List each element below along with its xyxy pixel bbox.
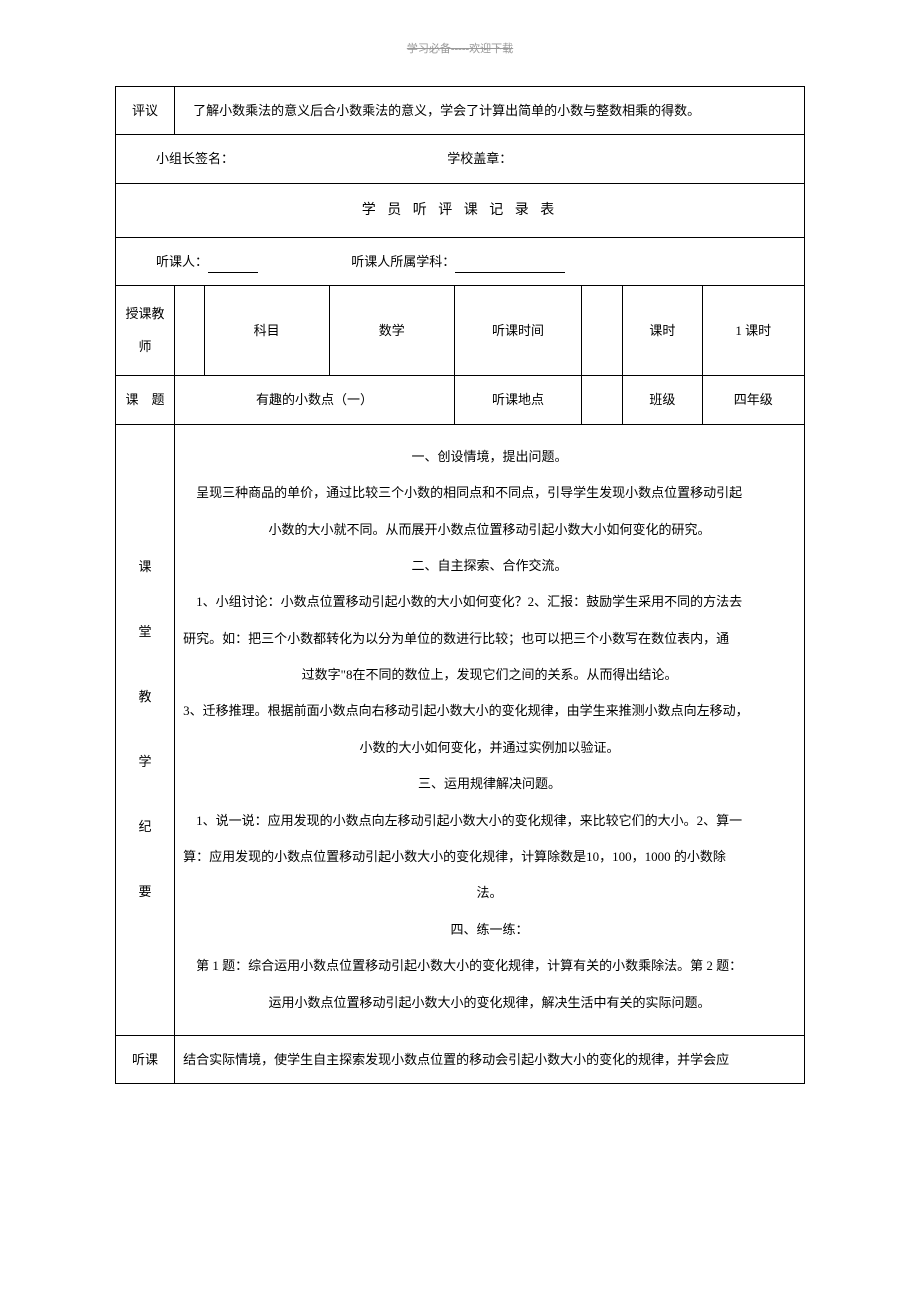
teaching-content: 一、创设情境，提出问题。 呈现三种商品的单价，通过比较三个小数的相同点和不同点，…	[175, 424, 805, 1035]
period-value: 1 课时	[702, 286, 804, 376]
teach-label-5: 要	[139, 884, 152, 899]
teach-label-2: 教	[139, 689, 152, 704]
class-label: 班级	[623, 376, 703, 424]
class-value: 四年级	[702, 376, 804, 424]
section4-line2: 运用小数点位置移动引起小数大小的变化规律，解决生活中有关的实际问题。	[183, 985, 796, 1021]
subject-label: 科目	[204, 286, 329, 376]
signature-cell: 小组长签名： 学校盖章：	[116, 135, 805, 183]
teach-label-0: 课	[139, 559, 152, 574]
listen-course-label: 听课	[116, 1036, 175, 1084]
listener-person-blank	[208, 259, 258, 273]
teaching-label: 课 堂 教 学 纪 要	[116, 424, 175, 1035]
form-title: 学 员 听 评 课 记 录 表	[116, 183, 805, 237]
section1-body: 呈现三种商品的单价，通过比较三个小数的相同点和不同点，引导学生发现小数点位置移动…	[183, 475, 796, 511]
subject-value: 数学	[329, 286, 454, 376]
teacher-label: 授课教师	[116, 286, 175, 376]
section2-line4: 3、迁移推理。根据前面小数点向右移动引起小数大小的变化规律，由学生来推测小数点向…	[183, 693, 796, 729]
listener-cell: 听课人： 听课人所属学科：	[116, 237, 805, 285]
section3-line3: 法。	[183, 875, 796, 911]
listen-course-text: 结合实际情境，使学生自主探索发现小数点位置的移动会引起小数大小的变化的规律，并学…	[175, 1036, 805, 1084]
header-note: 学习必备-----欢迎下载	[115, 40, 805, 56]
section1-body2: 小数的大小就不同。从而展开小数点位置移动引起小数大小如何变化的研究。	[183, 512, 796, 548]
info-row-1: 授课教师 科目 数学 听课时间 课时 1 课时	[116, 286, 805, 376]
teacher-value	[175, 286, 205, 376]
listener-person-label: 听课人：	[156, 254, 208, 269]
comment-text: 了解小数乘法的意义后合小数乘法的意义，学会了计算出简单的小数与整数相乘的得数。	[175, 87, 805, 135]
section2-line2: 研究。如：把三个小数都转化为以分为单位的数进行比较；也可以把三个小数写在数位表内…	[183, 621, 796, 657]
signature-row: 小组长签名： 学校盖章：	[116, 135, 805, 183]
section2-line3: 过数字"8在不同的数位上，发现它们之间的关系。从而得出结论。	[183, 657, 796, 693]
group-leader-label: 小组长签名：	[156, 147, 234, 170]
teaching-row: 课 堂 教 学 纪 要 一、创设情境，提出问题。 呈现三种商品的单价，通过比较三…	[116, 424, 805, 1035]
topic-value: 有趣的小数点（一）	[175, 376, 455, 424]
section3-line1: 1、说一说：应用发现的小数点向左移动引起小数大小的变化规律，来比较它们的大小。2…	[183, 803, 796, 839]
section1-title: 一、创设情境，提出问题。	[183, 439, 796, 475]
record-table: 评议 了解小数乘法的意义后合小数乘法的意义，学会了计算出简单的小数与整数相乘的得…	[115, 86, 805, 1084]
section4-line1: 第 1 题：综合运用小数点位置移动引起小数大小的变化规律，计算有关的小数乘除法。…	[183, 948, 796, 984]
section3-title: 三、运用规律解决问题。	[183, 766, 796, 802]
listener-subject-label: 听课人所属学科：	[351, 254, 455, 269]
topic-label: 课 题	[116, 376, 175, 424]
listen-course-row: 听课 结合实际情境，使学生自主探索发现小数点位置的移动会引起小数大小的变化的规律…	[116, 1036, 805, 1084]
form-title-row: 学 员 听 评 课 记 录 表	[116, 183, 805, 237]
teach-label-3: 学	[139, 754, 152, 769]
teach-label-4: 纪	[139, 819, 152, 834]
section3-line2: 算：应用发现的小数点位置移动引起小数大小的变化规律，计算除数是10，100，10…	[183, 839, 796, 875]
section2-title: 二、自主探索、合作交流。	[183, 548, 796, 584]
location-value	[582, 376, 623, 424]
comment-label: 评议	[116, 87, 175, 135]
teach-label-1: 堂	[139, 624, 152, 639]
location-label: 听课地点	[454, 376, 581, 424]
period-label: 课时	[623, 286, 703, 376]
section2-line5: 小数的大小如何变化，并通过实例加以验证。	[183, 730, 796, 766]
school-stamp-label: 学校盖章：	[447, 147, 512, 170]
time-value	[582, 286, 623, 376]
listener-subject-blank	[455, 259, 565, 273]
listener-row: 听课人： 听课人所属学科：	[116, 237, 805, 285]
time-label: 听课时间	[454, 286, 581, 376]
section4-title: 四、练一练：	[183, 912, 796, 948]
comment-row: 评议 了解小数乘法的意义后合小数乘法的意义，学会了计算出简单的小数与整数相乘的得…	[116, 87, 805, 135]
section2-line1: 1、小组讨论：小数点位置移动引起小数的大小如何变化？2、汇报：鼓励学生采用不同的…	[183, 584, 796, 620]
info-row-2: 课 题 有趣的小数点（一） 听课地点 班级 四年级	[116, 376, 805, 424]
